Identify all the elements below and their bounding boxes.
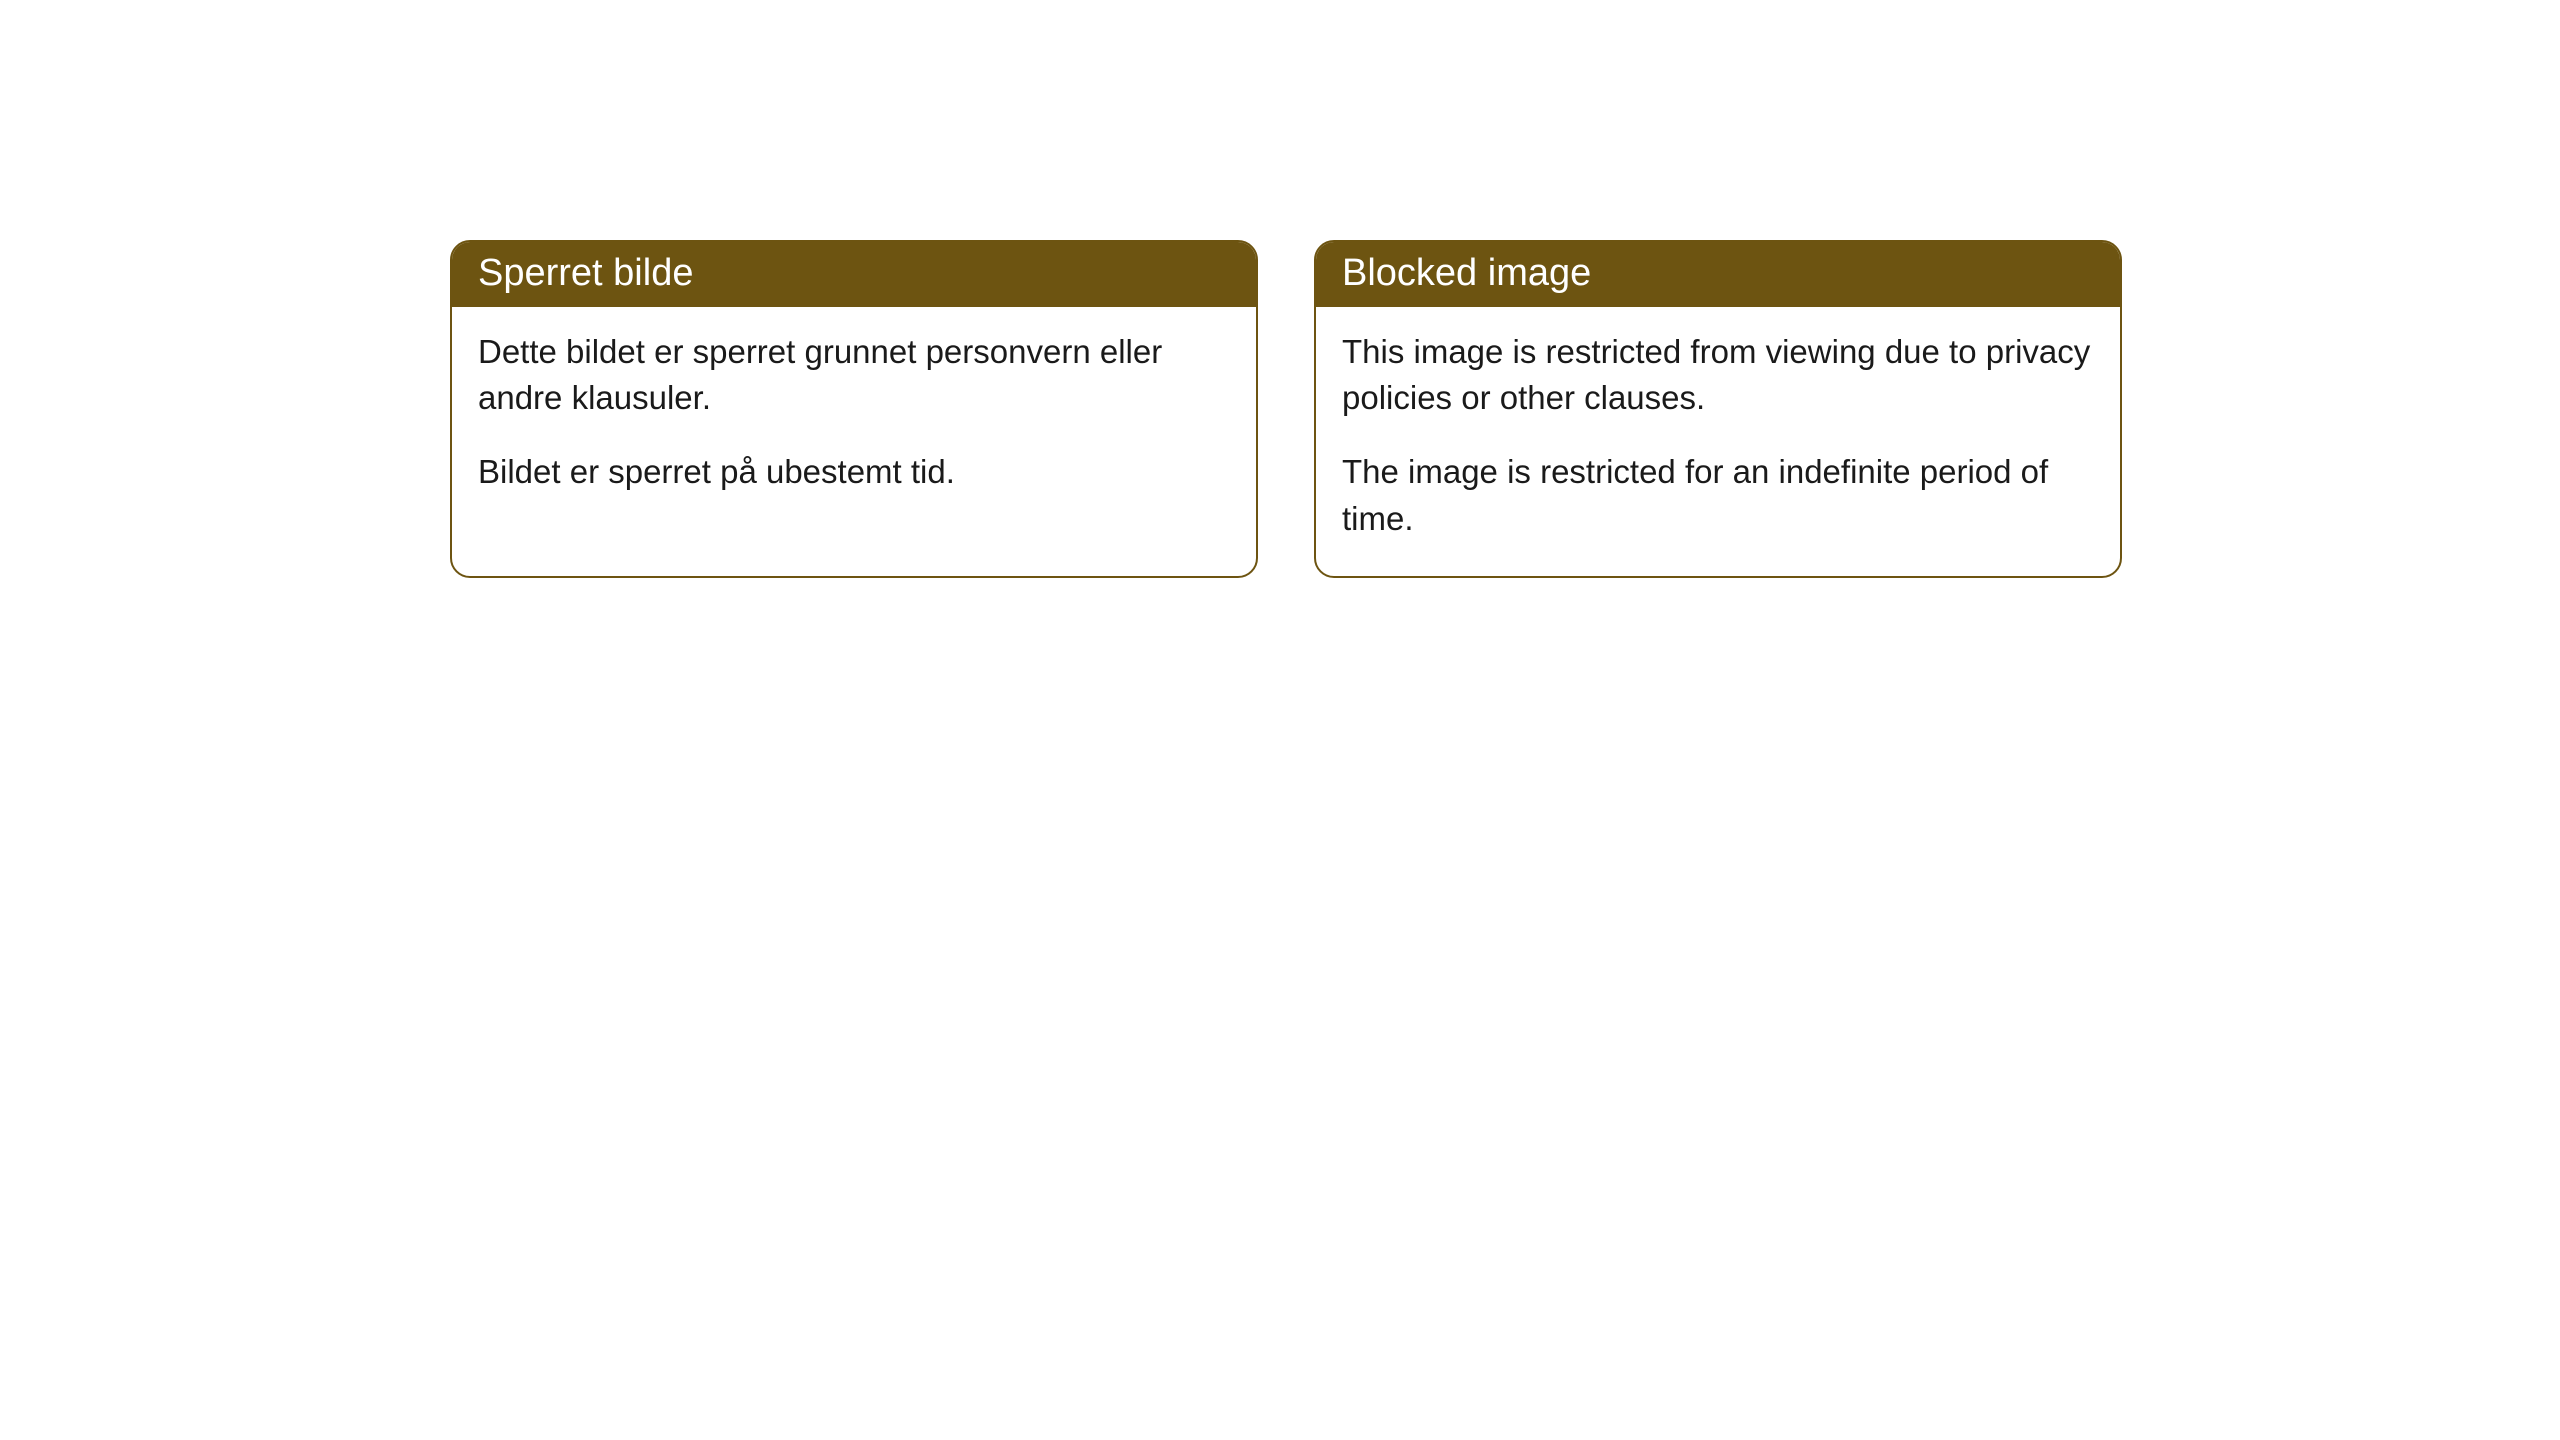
notice-header: Sperret bilde [452, 242, 1256, 307]
notice-paragraph-1: Dette bildet er sperret grunnet personve… [478, 329, 1230, 421]
notice-card-english: Blocked image This image is restricted f… [1314, 240, 2122, 578]
notice-paragraph-1: This image is restricted from viewing du… [1342, 329, 2094, 421]
notice-title: Blocked image [1342, 252, 1591, 294]
notice-body: Dette bildet er sperret grunnet personve… [452, 307, 1256, 530]
notice-header: Blocked image [1316, 242, 2120, 307]
notice-paragraph-2: The image is restricted for an indefinit… [1342, 449, 2094, 541]
notice-title: Sperret bilde [478, 252, 693, 294]
notice-container: Sperret bilde Dette bildet er sperret gr… [450, 240, 2122, 578]
notice-paragraph-2: Bildet er sperret på ubestemt tid. [478, 449, 1230, 495]
notice-card-norwegian: Sperret bilde Dette bildet er sperret gr… [450, 240, 1258, 578]
notice-body: This image is restricted from viewing du… [1316, 307, 2120, 576]
